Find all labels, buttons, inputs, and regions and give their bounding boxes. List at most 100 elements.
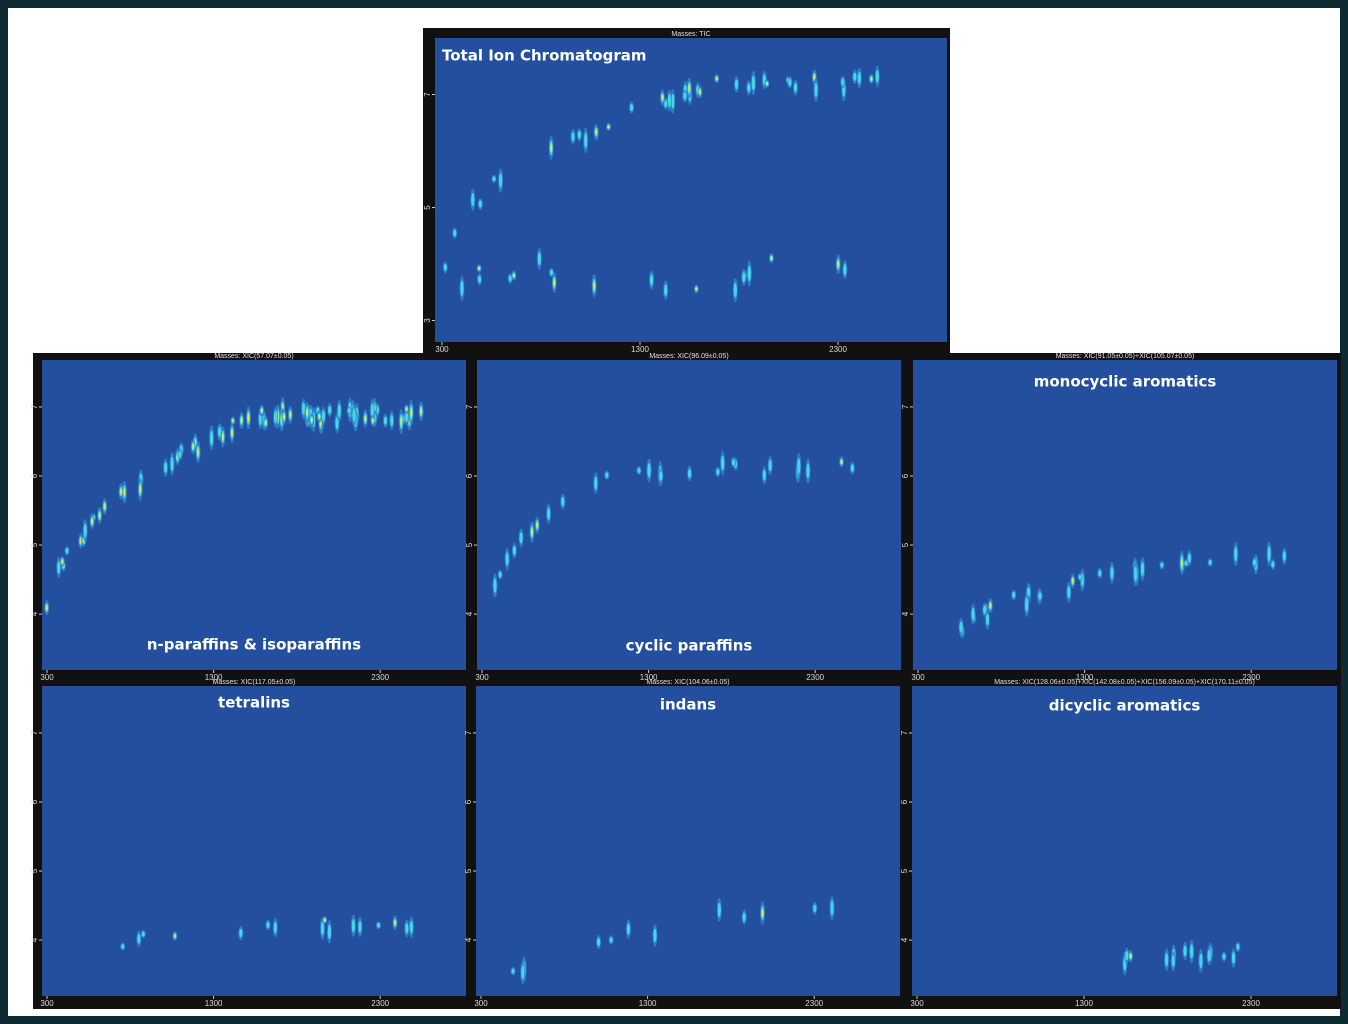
spot (1078, 574, 1082, 580)
spot (57, 560, 61, 574)
spot (137, 933, 141, 944)
x-tick-label: 300 (910, 999, 924, 1008)
panel-title: cyclic paraffins (626, 637, 753, 655)
spot (549, 269, 554, 276)
spot (983, 605, 987, 615)
spot (218, 426, 222, 438)
x-tick-label: 1300 (640, 673, 658, 682)
spot (1180, 558, 1183, 568)
spot (460, 280, 464, 297)
x-tick-label: 300 (40, 673, 54, 682)
spot (870, 77, 873, 81)
x-tick-label: 1300 (205, 999, 223, 1008)
spot (734, 79, 739, 90)
spot (806, 463, 810, 479)
spot (717, 902, 721, 918)
spot (141, 931, 145, 937)
spot (649, 274, 654, 286)
panel-header: Masses: XIC(104.06±0.05) (646, 679, 729, 686)
spot (577, 130, 581, 139)
spot (493, 578, 497, 593)
x-tick-label: 1300 (205, 673, 223, 682)
spot (875, 69, 879, 83)
spot (661, 94, 664, 101)
spot (91, 518, 94, 525)
panel-header: Masses: XIC(128.06±0.05)+XIC(142.08±0.05… (994, 679, 1255, 686)
spot (283, 414, 286, 420)
spot (761, 908, 764, 918)
spot (327, 924, 331, 940)
x-tick-label: 1300 (1076, 673, 1094, 682)
spot (289, 411, 292, 418)
spot (653, 928, 657, 943)
spot (420, 407, 423, 415)
spot (123, 488, 126, 496)
spot (1199, 953, 1203, 969)
spot (1140, 561, 1145, 577)
spot (231, 429, 234, 437)
spot (687, 468, 692, 479)
plot-area (912, 686, 1337, 996)
spot (813, 74, 816, 80)
spot (1025, 597, 1029, 613)
spot (1222, 953, 1226, 960)
panel-header: Masses: XIC(117.05±0.05) (213, 679, 296, 686)
spot (695, 287, 698, 291)
spot (609, 937, 613, 943)
spot (1190, 944, 1194, 959)
spot (561, 496, 565, 507)
plot-area (42, 686, 466, 996)
spot (264, 420, 267, 426)
spot (364, 415, 367, 422)
spot (352, 408, 356, 422)
panel-title: tetralins (218, 694, 290, 712)
spot (358, 920, 362, 933)
panel-header: Masses: XIC(91.05±0.05)+XIC(105.07±0.05) (1056, 353, 1195, 360)
spot (841, 78, 845, 86)
spot (306, 408, 309, 417)
spot (139, 485, 142, 494)
spot (512, 273, 515, 278)
spot (1067, 585, 1071, 599)
spot (840, 459, 843, 464)
spot (837, 260, 840, 268)
spot (1160, 562, 1164, 568)
spot (178, 451, 182, 458)
spot (626, 923, 631, 935)
spot (659, 471, 663, 481)
spot (770, 256, 773, 261)
spot (1207, 949, 1211, 962)
x-tick-label: 2300 (829, 345, 847, 354)
spot (546, 507, 551, 520)
spot (65, 547, 69, 554)
spot (698, 89, 701, 95)
spot (1231, 951, 1236, 964)
y-tick-label: 7 (901, 404, 910, 409)
spot (768, 459, 772, 472)
spot (550, 143, 553, 153)
plot-area (477, 360, 901, 670)
spot (266, 921, 270, 929)
spot (498, 173, 503, 188)
spot (1071, 578, 1074, 584)
spot (239, 928, 243, 938)
y-tick-label: 7 (30, 404, 39, 409)
spot (1133, 566, 1138, 582)
spot (405, 407, 408, 411)
spot (683, 92, 687, 100)
y-tick-label: 5 (464, 868, 473, 873)
spot (747, 265, 751, 282)
y-tick-label: 4 (901, 611, 910, 616)
spot (320, 921, 325, 936)
spot (742, 272, 746, 283)
spot (607, 125, 610, 129)
spot (716, 468, 720, 476)
spot (537, 252, 541, 266)
plot-area (42, 360, 466, 670)
spot (742, 912, 746, 922)
y-tick-label: 3 (423, 318, 432, 323)
spot (605, 472, 609, 478)
y-tick-label: 4 (464, 937, 473, 942)
spot (103, 503, 106, 510)
